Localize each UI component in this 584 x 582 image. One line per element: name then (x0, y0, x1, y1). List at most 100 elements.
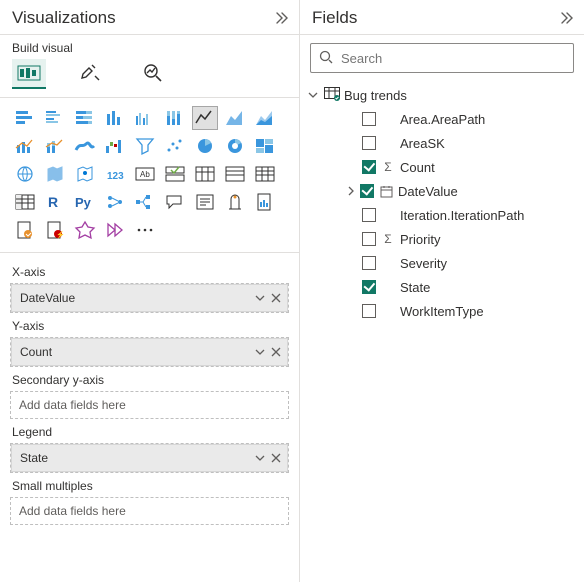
table-row-root[interactable]: Bug trends (306, 83, 578, 107)
x-axis-pill[interactable]: DateValue (11, 284, 288, 312)
checkbox[interactable] (362, 160, 376, 174)
small-multiples-well[interactable]: Add data fields here (10, 497, 289, 525)
viz-tile-line-clustered-column[interactable] (12, 134, 38, 158)
collapse-visualizations-icon[interactable] (273, 10, 289, 26)
field-label: State (400, 280, 430, 295)
viz-tile-decomposition-tree[interactable] (132, 190, 158, 214)
viz-tile-multi-row-card[interactable] (162, 162, 188, 186)
checkbox[interactable] (362, 280, 376, 294)
checkbox[interactable] (360, 184, 374, 198)
viz-tile-goals[interactable] (222, 190, 248, 214)
viz-tile-get-more-visuals[interactable] (102, 218, 128, 242)
viz-tile-power-automate[interactable]: ⚡ (42, 218, 68, 242)
viz-tile-treemap[interactable] (252, 134, 278, 158)
x-axis-well[interactable]: DateValue (10, 283, 289, 313)
viz-tile-pie[interactable] (192, 134, 218, 158)
legend-value: State (20, 451, 48, 465)
viz-tile-waterfall[interactable] (102, 134, 128, 158)
visualizations-header: Visualizations (0, 0, 299, 35)
remove-x-axis-icon[interactable] (271, 293, 281, 303)
viz-tile-clustered-bar[interactable] (42, 106, 68, 130)
chevron-down-icon[interactable] (308, 88, 320, 103)
search-wrap (300, 35, 584, 81)
field-label: WorkItemType (400, 304, 484, 319)
checkbox[interactable] (362, 136, 376, 150)
chevron-down-icon[interactable] (255, 293, 265, 303)
svg-text:Ab: Ab (140, 170, 150, 179)
viz-tile-area[interactable] (222, 106, 248, 130)
build-visual-label: Build visual (0, 35, 299, 57)
viz-tile-clustered-column[interactable] (132, 106, 158, 130)
checkbox[interactable] (362, 208, 376, 222)
viz-tile-table[interactable] (252, 162, 278, 186)
chevron-right-icon[interactable] (346, 184, 356, 199)
legend-label: Legend (10, 419, 289, 443)
field-priority[interactable]: Priority (328, 227, 578, 251)
viz-tile-scatter[interactable] (162, 134, 188, 158)
viz-tile-stacked-column[interactable] (102, 106, 128, 130)
viz-tile-kpi[interactable] (192, 162, 218, 186)
checkbox[interactable] (362, 232, 376, 246)
viz-tile-ribbon[interactable] (72, 134, 98, 158)
viz-tile-gauge[interactable]: 123 (102, 162, 128, 186)
viz-tile-matrix[interactable] (12, 190, 38, 214)
viz-tile-funnel[interactable] (132, 134, 158, 158)
viz-tile-azure-map[interactable] (72, 162, 98, 186)
viz-tile-line-stacked-column[interactable] (42, 134, 68, 158)
fields-pane: Fields Bug trends Area.AreaPathAreaSKCou… (300, 0, 584, 582)
viz-tile-power-apps[interactable] (12, 218, 38, 242)
viz-tile-narrative[interactable] (192, 190, 218, 214)
chevron-down-icon[interactable] (255, 453, 265, 463)
remove-legend-icon[interactable] (271, 453, 281, 463)
field-count[interactable]: Count (328, 155, 578, 179)
search-input[interactable] (339, 50, 565, 67)
y-axis-value: Count (20, 345, 52, 359)
chevron-down-icon[interactable] (255, 347, 265, 357)
search-box[interactable] (310, 43, 574, 73)
viz-tile-custom-visual[interactable] (72, 218, 98, 242)
field-iteration-iterationpath[interactable]: Iteration.IterationPath (328, 203, 578, 227)
viz-tile-stacked-100-column[interactable] (162, 106, 188, 130)
field-state[interactable]: State (328, 275, 578, 299)
field-items: Area.AreaPathAreaSKCount DateValue Iterati… (306, 107, 578, 323)
field-area-areapath[interactable]: Area.AreaPath (328, 107, 578, 131)
svg-text:123: 123 (107, 171, 124, 182)
viz-tile-donut[interactable] (222, 134, 248, 158)
field-datevalue[interactable]: DateValue (328, 179, 578, 203)
tab-build[interactable] (12, 59, 46, 89)
viz-tile-py-visual[interactable]: Py (72, 190, 98, 214)
legend-well[interactable]: State (10, 443, 289, 473)
viz-tile-stacked-100-bar[interactable] (72, 106, 98, 130)
viz-tile-r-visual[interactable]: R (42, 190, 68, 214)
field-areask[interactable]: AreaSK (328, 131, 578, 155)
field-label: Iteration.IterationPath (400, 208, 524, 223)
viz-tile-stacked-area[interactable] (252, 106, 278, 130)
fields-title: Fields (312, 8, 357, 28)
y-axis-pill[interactable]: Count (11, 338, 288, 366)
checkbox[interactable] (362, 256, 376, 270)
tab-analytics[interactable] (136, 59, 170, 89)
viz-tile-card[interactable]: Ab (132, 162, 158, 186)
visualizations-title: Visualizations (12, 8, 116, 28)
tab-format[interactable] (74, 59, 108, 89)
checkbox[interactable] (362, 112, 376, 126)
viz-tile-map[interactable] (12, 162, 38, 186)
viz-tile-paginated[interactable] (252, 190, 278, 214)
field-label: DateValue (398, 184, 458, 199)
viz-tile-key-influencers[interactable] (102, 190, 128, 214)
remove-y-axis-icon[interactable] (271, 347, 281, 357)
viz-tile-slicer[interactable] (222, 162, 248, 186)
viz-tile-filled-map[interactable] (42, 162, 68, 186)
collapse-fields-icon[interactable] (558, 10, 574, 26)
y-axis-well[interactable]: Count (10, 337, 289, 367)
field-workitemtype[interactable]: WorkItemType (328, 299, 578, 323)
secondary-y-well[interactable]: Add data fields here (10, 391, 289, 419)
viz-tile-line[interactable] (192, 106, 218, 130)
viz-tile-qna[interactable] (162, 190, 188, 214)
viz-tile-more[interactable] (132, 218, 158, 242)
viz-tile-stacked-bar[interactable] (12, 106, 38, 130)
field-severity[interactable]: Severity (328, 251, 578, 275)
checkbox[interactable] (362, 304, 376, 318)
legend-pill[interactable]: State (11, 444, 288, 472)
table-name: Bug trends (344, 88, 407, 103)
